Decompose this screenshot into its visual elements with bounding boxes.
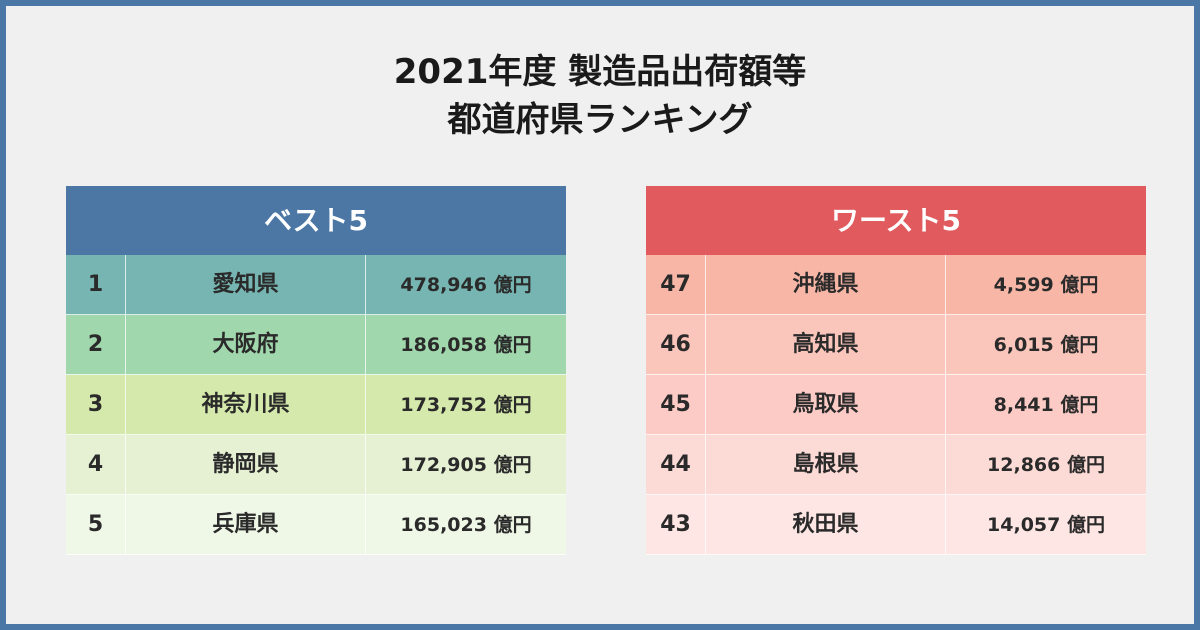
value-cell: 12,866 億円 <box>946 435 1146 495</box>
value-cell: 186,058 億円 <box>366 315 566 375</box>
rank-cell: 44 <box>646 435 706 495</box>
table-row: 5 兵庫県 165,023 億円 <box>66 495 566 555</box>
rank-cell: 4 <box>66 435 126 495</box>
rank-cell: 45 <box>646 375 706 435</box>
worst5-rows: 47 沖縄県 4,599 億円 46 高知県 6,015 億円 45 鳥取県 8… <box>646 255 1146 555</box>
rank-cell: 47 <box>646 255 706 315</box>
prefecture-cell: 兵庫県 <box>126 495 366 555</box>
best5-header: ベスト5 <box>66 186 566 255</box>
table-row: 44 島根県 12,866 億円 <box>646 435 1146 495</box>
prefecture-cell: 高知県 <box>706 315 946 375</box>
table-row: 4 静岡県 172,905 億円 <box>66 435 566 495</box>
prefecture-cell: 神奈川県 <box>126 375 366 435</box>
table-row: 47 沖縄県 4,599 億円 <box>646 255 1146 315</box>
worst5-table: ワースト5 47 沖縄県 4,599 億円 46 高知県 6,015 億円 45… <box>646 186 1146 555</box>
prefecture-cell: 秋田県 <box>706 495 946 555</box>
value-cell: 172,905 億円 <box>366 435 566 495</box>
value-cell: 165,023 億円 <box>366 495 566 555</box>
title-line-2: 都道府県ランキング <box>447 100 753 140</box>
table-row: 3 神奈川県 173,752 億円 <box>66 375 566 435</box>
rank-cell: 1 <box>66 255 126 315</box>
table-row: 43 秋田県 14,057 億円 <box>646 495 1146 555</box>
prefecture-cell: 沖縄県 <box>706 255 946 315</box>
rank-cell: 5 <box>66 495 126 555</box>
prefecture-cell: 鳥取県 <box>706 375 946 435</box>
value-cell: 8,441 億円 <box>946 375 1146 435</box>
best5-rows: 1 愛知県 478,946 億円 2 大阪府 186,058 億円 3 神奈川県… <box>66 255 566 555</box>
value-cell: 173,752 億円 <box>366 375 566 435</box>
page-title: 2021年度 製造品出荷額等 都道府県ランキング <box>6 48 1194 144</box>
prefecture-cell: 静岡県 <box>126 435 366 495</box>
table-row: 45 鳥取県 8,441 億円 <box>646 375 1146 435</box>
rank-cell: 2 <box>66 315 126 375</box>
rank-cell: 43 <box>646 495 706 555</box>
table-row: 46 高知県 6,015 億円 <box>646 315 1146 375</box>
best5-table: ベスト5 1 愛知県 478,946 億円 2 大阪府 186,058 億円 3… <box>66 186 566 555</box>
worst5-header: ワースト5 <box>646 186 1146 255</box>
prefecture-cell: 島根県 <box>706 435 946 495</box>
table-row: 2 大阪府 186,058 億円 <box>66 315 566 375</box>
value-cell: 4,599 億円 <box>946 255 1146 315</box>
rank-cell: 46 <box>646 315 706 375</box>
value-cell: 6,015 億円 <box>946 315 1146 375</box>
value-cell: 14,057 億円 <box>946 495 1146 555</box>
prefecture-cell: 大阪府 <box>126 315 366 375</box>
rank-cell: 3 <box>66 375 126 435</box>
title-line-1: 2021年度 製造品出荷額等 <box>393 52 807 92</box>
value-cell: 478,946 億円 <box>366 255 566 315</box>
prefecture-cell: 愛知県 <box>126 255 366 315</box>
table-row: 1 愛知県 478,946 億円 <box>66 255 566 315</box>
